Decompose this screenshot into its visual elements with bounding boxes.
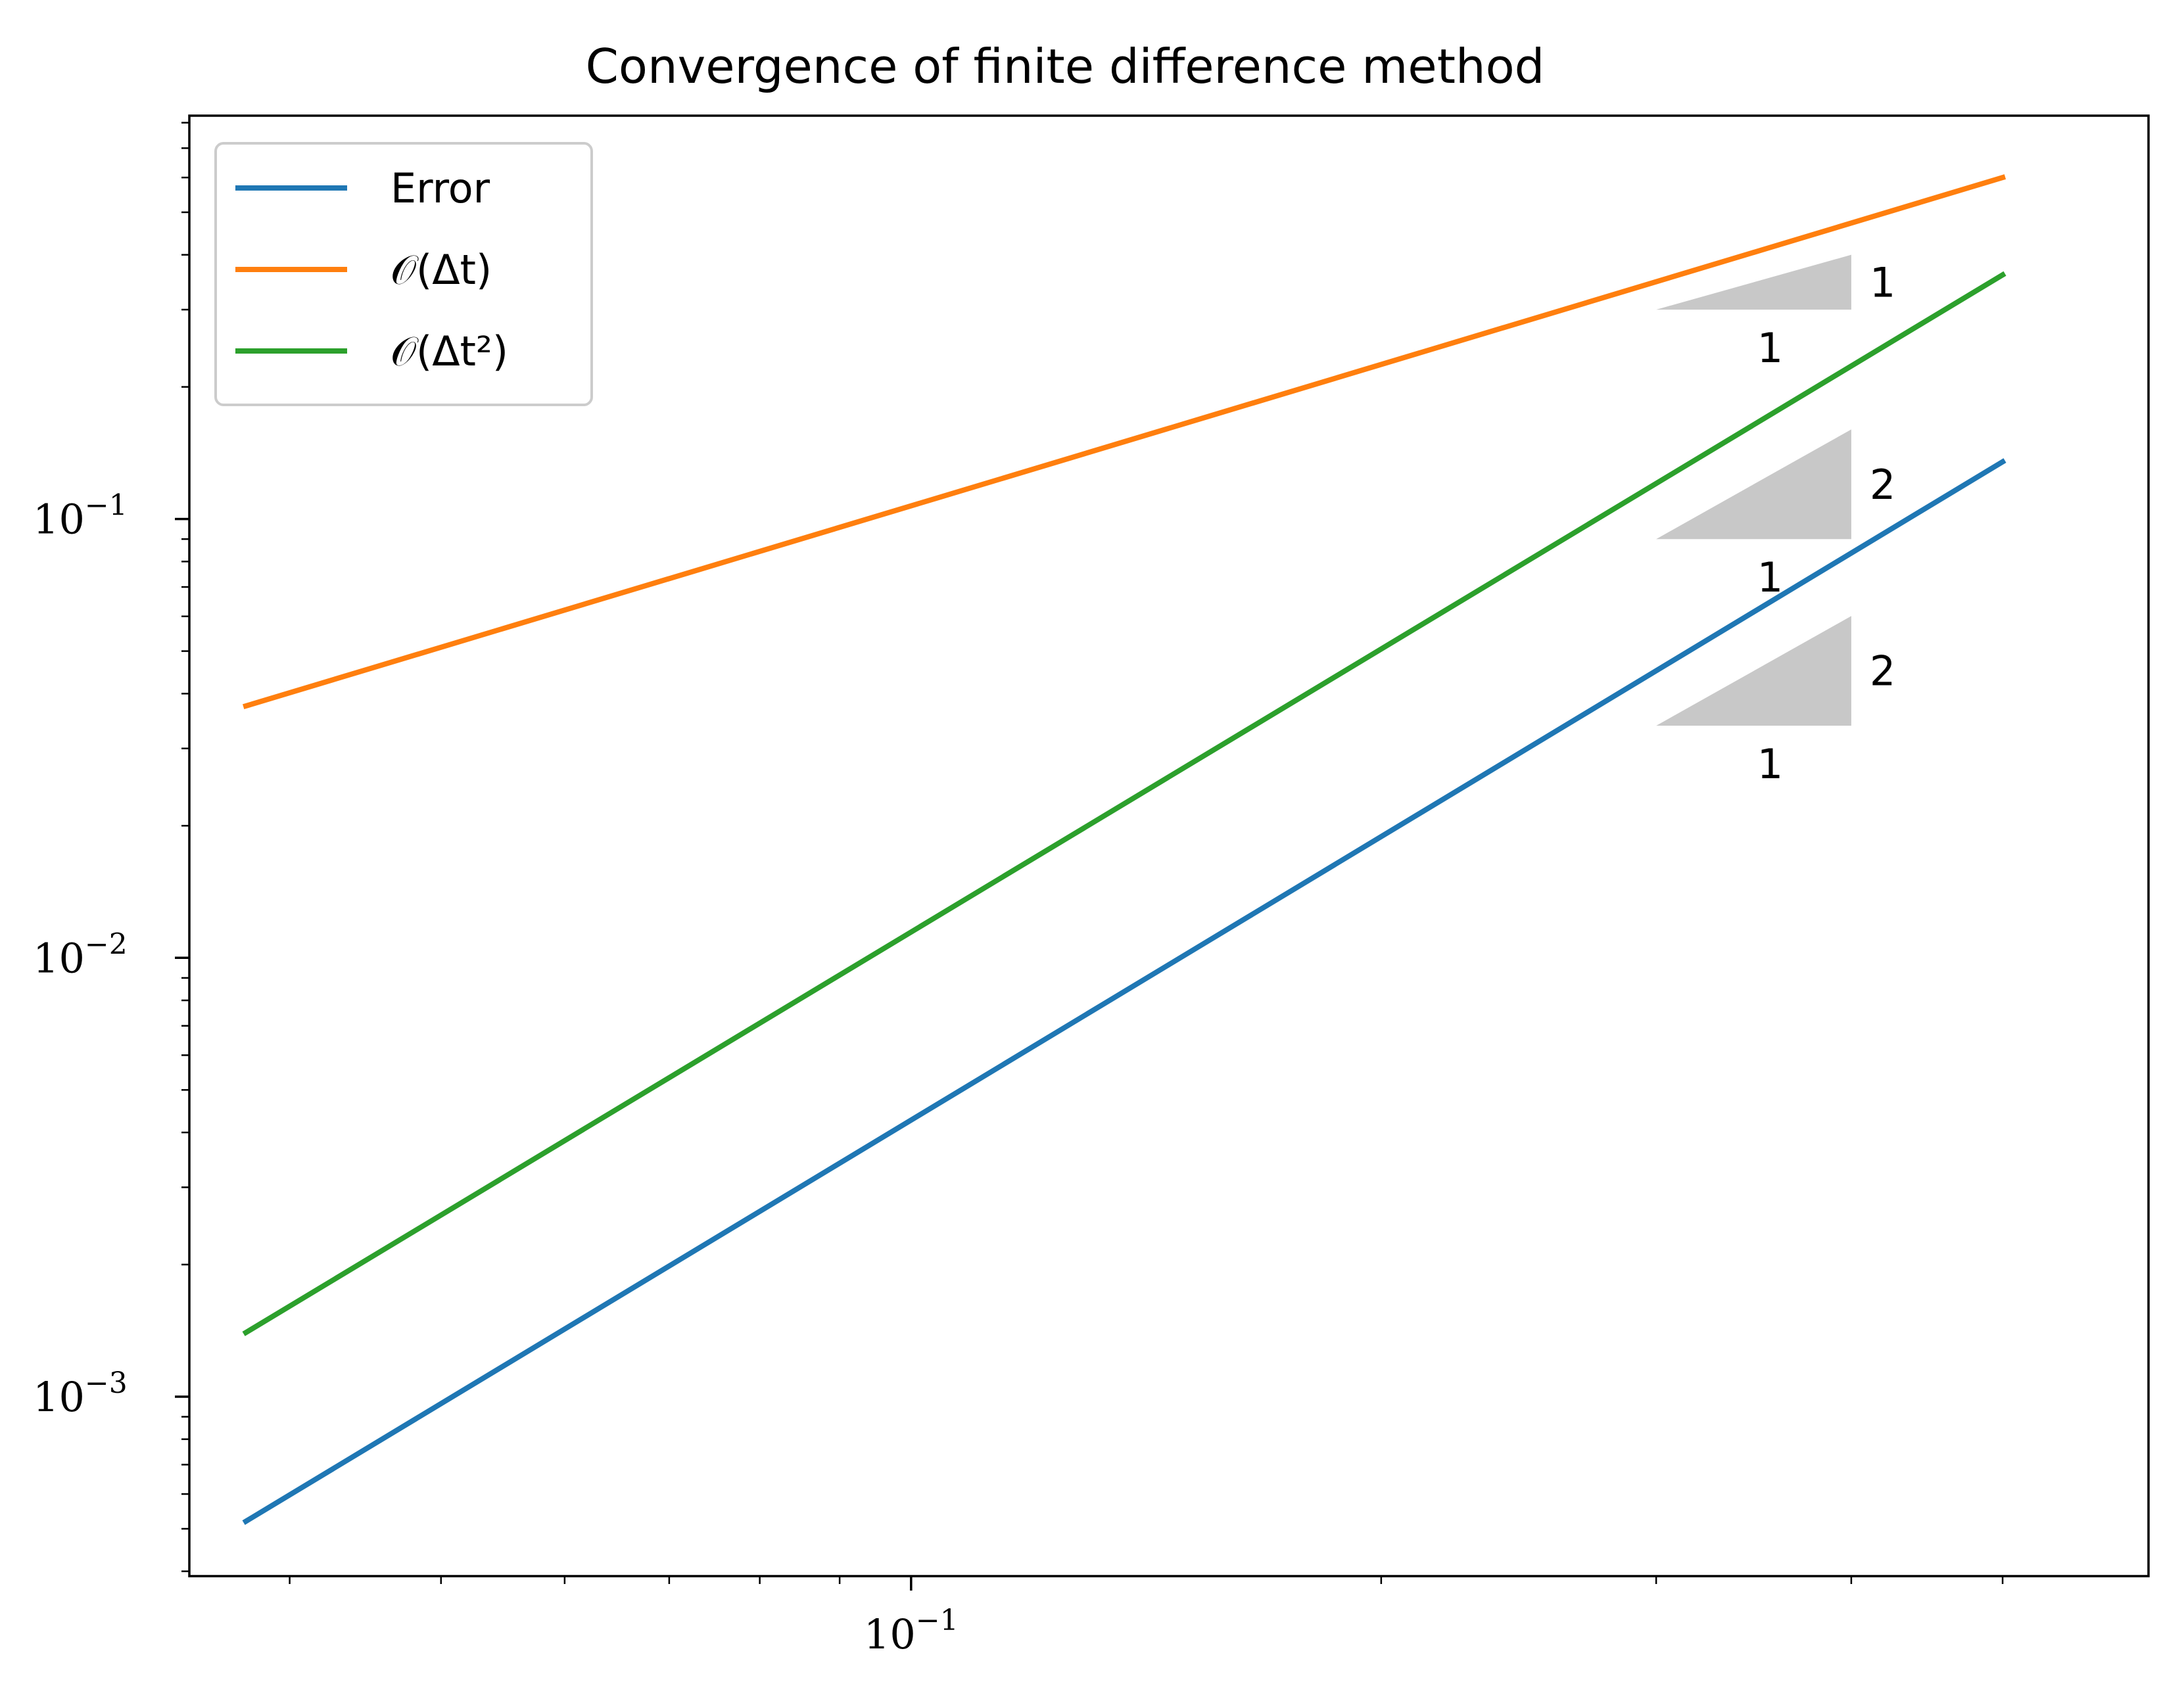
y-tick-label: 10−1	[33, 489, 128, 544]
triangle-run-label: 1	[1757, 324, 1783, 372]
chart-title: Convergence of finite difference method	[586, 39, 1545, 94]
y-tick-label: 10−3	[33, 1366, 128, 1421]
series-line	[243, 174, 2006, 710]
triangle-rise-label: 2	[1870, 647, 1895, 695]
series-line	[242, 271, 2006, 1336]
legend-label: Error	[391, 164, 490, 212]
slope-triangles: 1 1 1 2 1 2	[1656, 254, 1895, 788]
legend: Error 𝒪(Δt) 𝒪(Δt²)	[214, 142, 593, 406]
slope-triangle	[1656, 429, 1851, 540]
slope-triangle	[1656, 254, 1851, 310]
plot-frame	[188, 114, 2150, 1577]
triangle-rise-label: 1	[1870, 258, 1895, 306]
slope-triangle	[1656, 616, 1851, 726]
series-line	[242, 458, 2006, 1526]
y-tick-label: 10−2	[33, 927, 128, 982]
triangle-run-label: 1	[1757, 553, 1783, 601]
legend-label: 𝒪(Δt²)	[391, 327, 508, 375]
axis-ticks: 10−1 10−1 10−2 10−3	[33, 122, 2004, 1658]
legend-label: 𝒪(Δt)	[391, 246, 492, 294]
legend-box	[214, 142, 593, 406]
series-lines	[242, 174, 2006, 1526]
triangle-run-label: 1	[1757, 740, 1783, 788]
x-tick-label: 10−1	[864, 1604, 959, 1658]
triangle-rise-label: 2	[1870, 461, 1895, 509]
